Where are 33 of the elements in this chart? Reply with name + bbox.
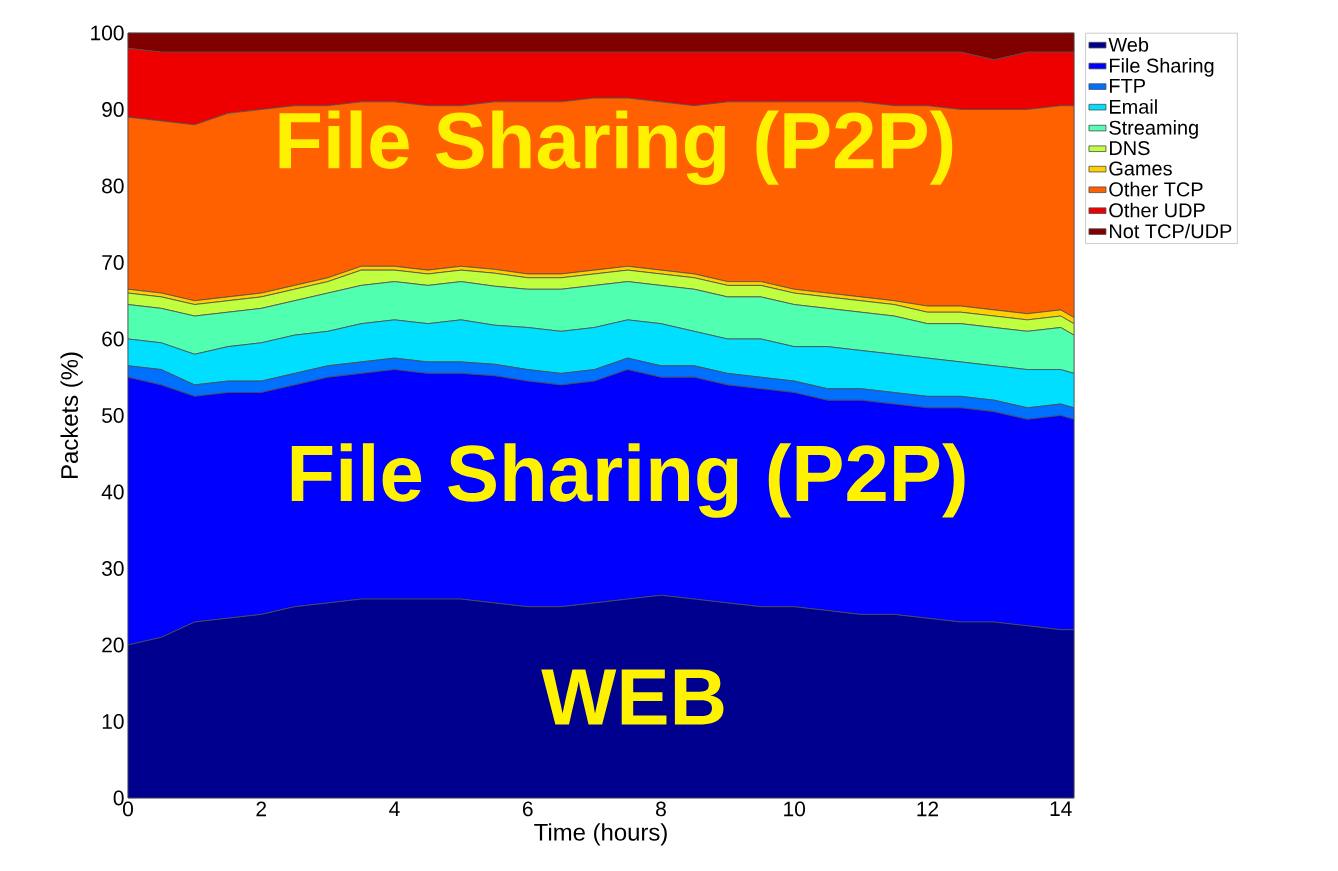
y-axis-title: Packets (%): [60, 352, 83, 478]
annotation: File Sharing (P2P): [291, 443, 965, 518]
x-tick-label: 2: [256, 801, 267, 817]
x-tick-label: 12: [917, 801, 939, 817]
legend-label: Email: [1110, 99, 1157, 114]
y-tick-label: 20: [102, 637, 124, 653]
y-tick-label: 10: [102, 714, 124, 729]
y-tick-label: 50: [102, 408, 124, 423]
x-tick-label: 4: [389, 801, 400, 816]
legend-label: Other TCP: [1109, 181, 1203, 197]
legend-label: Games: [1109, 161, 1172, 176]
legend-label: Streaming: [1109, 120, 1198, 139]
legend-label: Other UDP: [1109, 202, 1205, 218]
x-tick-label: 8: [656, 801, 666, 817]
x-axis-title: Time (hours): [534, 823, 667, 846]
y-tick-label: 30: [102, 561, 124, 576]
x-tick-label: 14: [1050, 801, 1072, 816]
legend-label: Web: [1108, 37, 1149, 52]
annotation: File Sharing (P2P): [279, 110, 953, 186]
legend-label: Not TCP/UDP: [1110, 223, 1232, 239]
y-tick-label: 100: [91, 25, 124, 41]
y-tick-label: 40: [101, 484, 124, 500]
legend-label: File Sharing: [1110, 58, 1214, 77]
x-tick-label: 10: [784, 801, 806, 817]
legend-label: DNS: [1110, 141, 1150, 156]
y-tick-label: 90: [102, 102, 124, 117]
y-tick-label: 60: [102, 331, 124, 347]
y-tick-label: 80: [102, 178, 124, 194]
x-tick-label: 6: [522, 801, 533, 817]
y-tick-label: 70: [102, 255, 124, 270]
annotation: WEB: [541, 669, 724, 725]
legend-label: FTP: [1110, 79, 1145, 93]
y-tick-label: 0: [113, 790, 124, 806]
